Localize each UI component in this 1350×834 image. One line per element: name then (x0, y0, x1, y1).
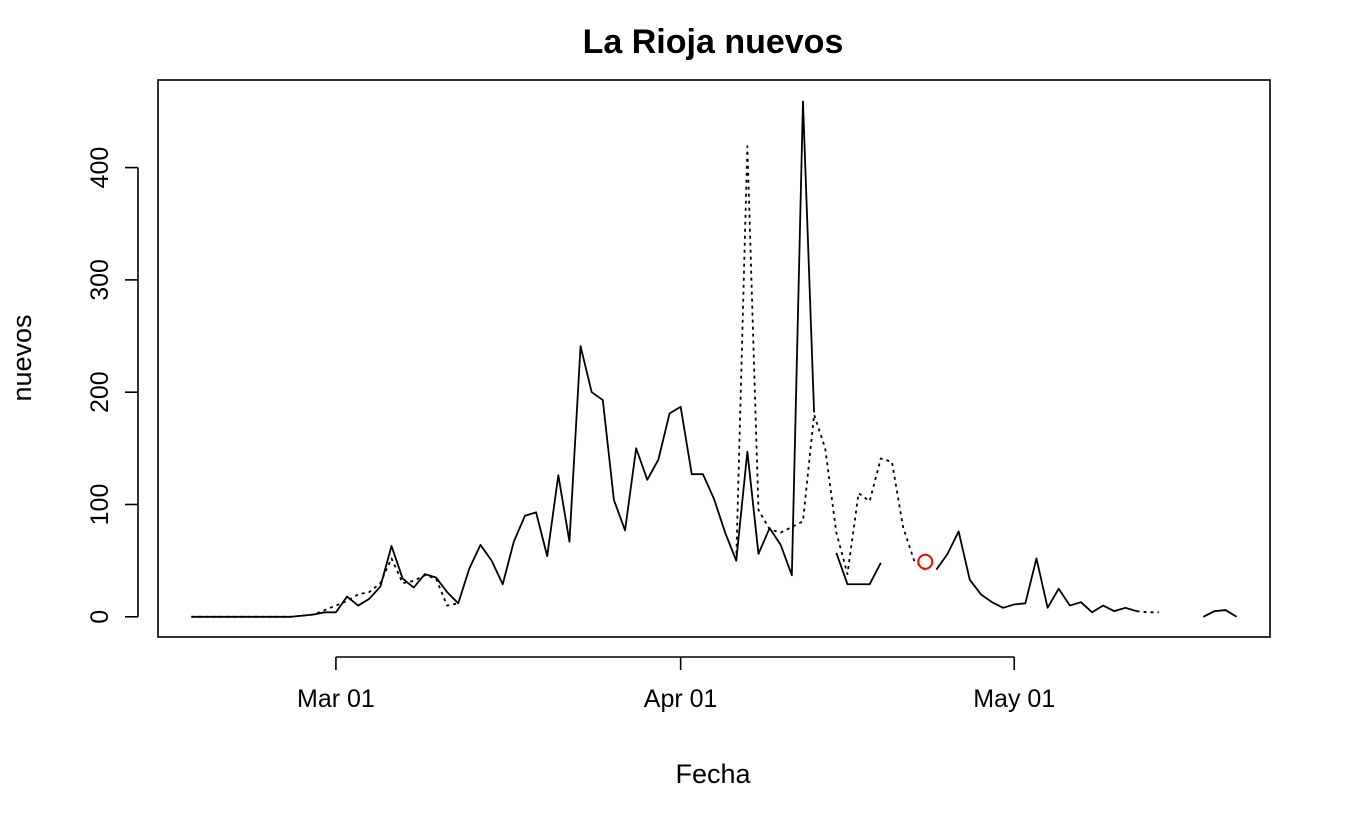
chart-title: La Rioja nuevos (583, 23, 844, 61)
y-tick-label: 100 (86, 484, 114, 526)
x-tick-label: May 01 (973, 685, 1055, 713)
dotted-series-line (191, 557, 459, 618)
x-axis-label: Fecha (675, 759, 751, 789)
y-axis: 0 100 200 300 400 (86, 147, 139, 624)
x-tick-label: Mar 01 (297, 685, 375, 713)
solid-series-line (191, 100, 815, 618)
points-layer (917, 553, 934, 570)
x-tick-label: Apr 01 (644, 685, 718, 713)
highlight-point (917, 553, 934, 570)
series-layer (191, 100, 1238, 618)
solid-series-line (1202, 609, 1238, 618)
plot-frame (157, 79, 1271, 638)
solid-series-line (935, 530, 1137, 614)
y-tick-label: 200 (86, 371, 114, 413)
dotted-series-line (735, 145, 926, 576)
x-axis: Mar 01 Apr 01 May 01 (297, 656, 1055, 713)
y-tick-label: 0 (86, 610, 114, 624)
y-tick-label: 400 (86, 147, 114, 189)
y-tick-label: 300 (86, 259, 114, 301)
y-axis-label: nuevos (7, 314, 37, 401)
solid-series-line (835, 552, 882, 586)
